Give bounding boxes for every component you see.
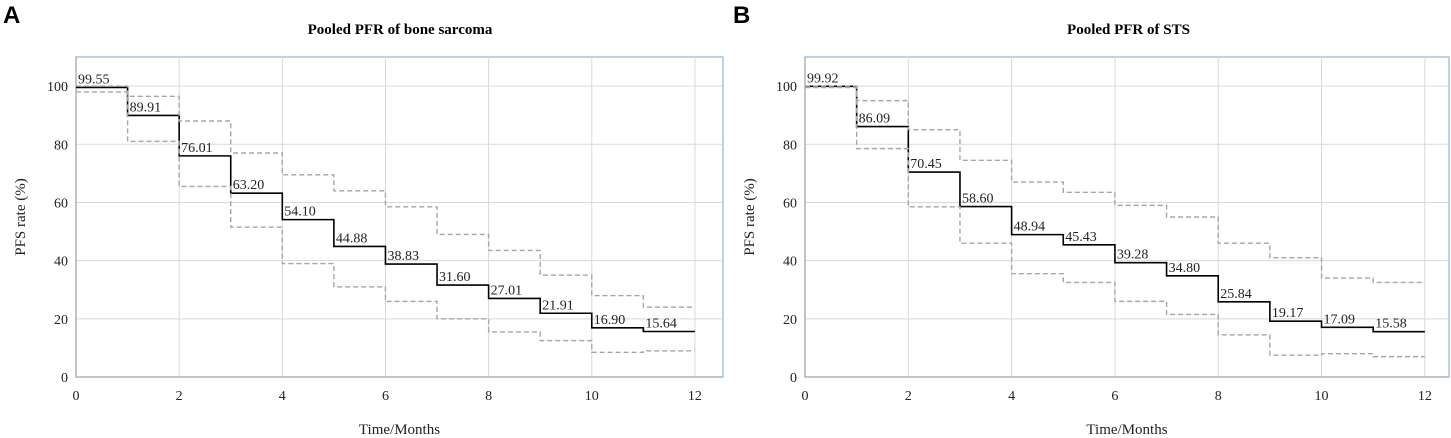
data-label: 45.43 xyxy=(1065,230,1097,245)
x-tick-label: 8 xyxy=(485,389,492,404)
x-tick-label: 6 xyxy=(382,389,389,404)
data-label: 19.17 xyxy=(1272,306,1304,321)
x-tick-label: 4 xyxy=(1008,389,1015,404)
data-label: 99.55 xyxy=(78,72,110,87)
y-tick-label: 100 xyxy=(47,80,68,95)
data-label: 76.01 xyxy=(181,141,213,156)
data-label: 58.60 xyxy=(962,192,994,207)
y-tick-label: 20 xyxy=(54,313,68,328)
y-tick-label: 0 xyxy=(61,371,68,386)
data-label: 38.83 xyxy=(387,249,419,264)
data-label: 39.28 xyxy=(1117,248,1149,263)
y-axis-title: PFS rate (%) xyxy=(13,178,29,256)
data-label: 86.09 xyxy=(859,112,891,127)
y-tick-label: 40 xyxy=(783,255,797,270)
data-label: 31.60 xyxy=(439,270,471,285)
x-tick-label: 12 xyxy=(1418,389,1432,404)
data-label: 99.92 xyxy=(807,71,839,86)
data-label: 89.91 xyxy=(130,100,162,115)
data-label: 15.64 xyxy=(645,317,677,332)
x-tick-label: 10 xyxy=(1315,389,1329,404)
y-tick-label: 80 xyxy=(54,138,68,153)
x-tick-label: 6 xyxy=(1111,389,1118,404)
x-tick-label: 4 xyxy=(279,389,286,404)
data-label: 17.09 xyxy=(1324,312,1356,327)
data-label: 48.94 xyxy=(1014,220,1046,235)
chart-a: 0 20 40 60 80 100 0 2 4 6 8 10 12 Time/Months PFS rate… xyxy=(13,56,724,438)
y-tick-label: 0 xyxy=(790,371,797,386)
data-label: 25.84 xyxy=(1220,287,1252,302)
y-tick-label: 60 xyxy=(54,196,68,211)
x-tick-label: 2 xyxy=(176,389,183,404)
plot-frame xyxy=(804,56,1450,378)
data-label: 16.90 xyxy=(594,313,626,328)
upper-ci-step-line xyxy=(76,85,695,308)
plot-frame xyxy=(75,56,724,378)
panel-letter-b: B xyxy=(733,2,751,29)
data-label: 54.10 xyxy=(284,205,316,220)
x-axis-title: Time/Months xyxy=(1086,422,1167,438)
data-label: 34.80 xyxy=(1169,261,1201,276)
x-tick-label: 8 xyxy=(1215,389,1222,404)
y-tick-label: 40 xyxy=(54,255,68,270)
data-label: 63.20 xyxy=(233,178,265,193)
x-tick-label: 0 xyxy=(802,389,809,404)
x-tick-label: 2 xyxy=(905,389,912,404)
data-label: 21.91 xyxy=(542,298,574,313)
data-label: 15.58 xyxy=(1375,317,1407,332)
data-label: 27.01 xyxy=(491,283,522,298)
x-axis-title: Time/Months xyxy=(359,422,440,438)
x-tick-label: 10 xyxy=(585,389,599,404)
x-tick-label: 12 xyxy=(688,389,702,404)
upper-ci-step-line xyxy=(805,85,1425,284)
panel-letter-a: A xyxy=(3,2,21,29)
y-tick-label: 20 xyxy=(783,313,797,328)
data-label: 44.88 xyxy=(336,231,368,246)
x-tick-label: 0 xyxy=(73,389,80,404)
y-tick-label: 100 xyxy=(776,80,797,95)
chart-b: 0 20 40 60 80 100 0 2 4 6 8 10 12 Time/Months PFS rate… xyxy=(742,56,1450,438)
lower-ci-step-line xyxy=(805,86,1425,358)
y-tick-label: 80 xyxy=(783,138,797,153)
y-axis-title: PFS rate (%) xyxy=(742,178,758,256)
chart-title-b: Pooled PFR of STS xyxy=(1067,22,1190,38)
y-tick-label: 60 xyxy=(783,196,797,211)
data-label: 70.45 xyxy=(910,157,942,172)
chart-title-a: Pooled PFR of bone sarcoma xyxy=(307,22,493,38)
